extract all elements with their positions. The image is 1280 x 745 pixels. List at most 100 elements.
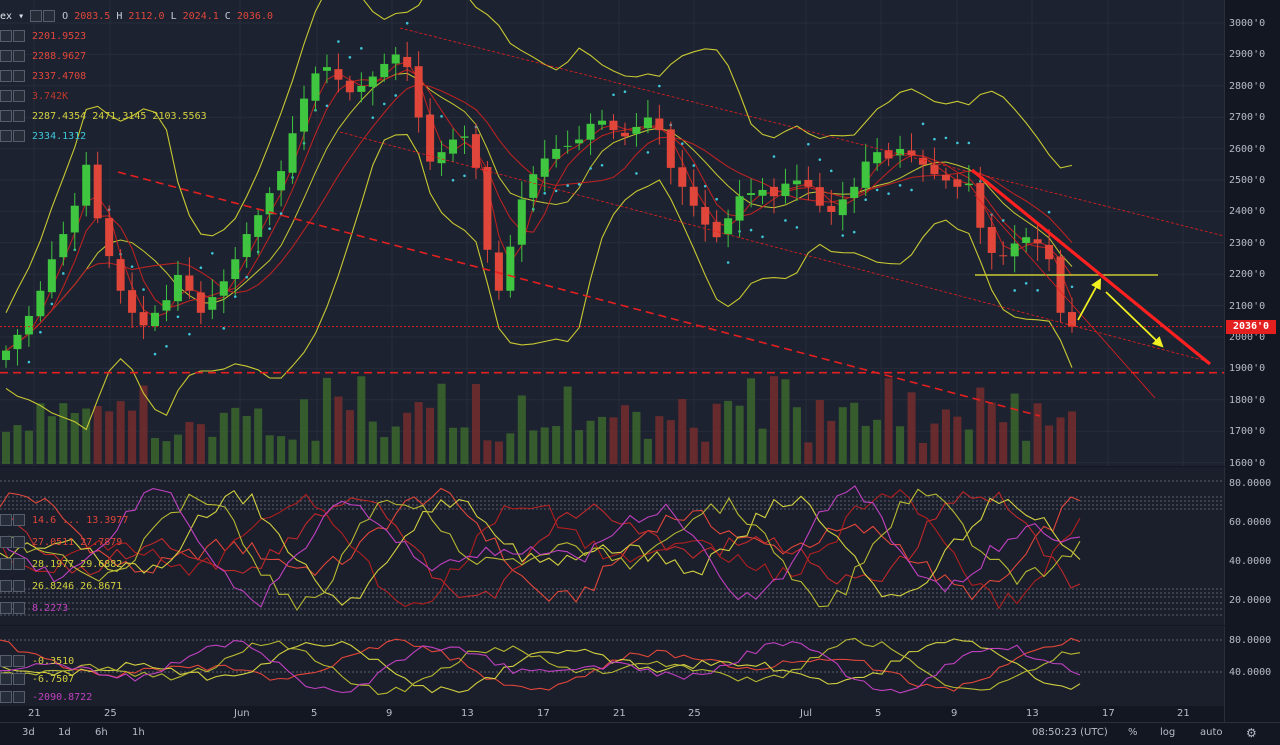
- indicator-settings-button[interactable]: [0, 70, 12, 82]
- volume-bar: [792, 407, 801, 464]
- volume-bar: [59, 403, 68, 464]
- volume-bar: [36, 403, 45, 464]
- parabolic-sar-dot: [807, 142, 810, 146]
- candle-body: [689, 186, 698, 206]
- volume-bar: [1022, 440, 1031, 464]
- candle-body: [712, 221, 721, 238]
- indicator-close-button[interactable]: [13, 673, 25, 685]
- volume-bar: [173, 434, 182, 464]
- oscillator-pane-2[interactable]: [0, 626, 1224, 706]
- indicator-close-button[interactable]: [13, 110, 25, 122]
- oscillator-pane-1[interactable]: [0, 467, 1224, 625]
- oscillator-line: [0, 489, 1081, 606]
- price-axis-label: 2800'0: [1229, 80, 1266, 92]
- log-scale-button[interactable]: log: [1160, 727, 1176, 738]
- oscillator-chart-1[interactable]: [0, 467, 1224, 625]
- indicator-settings-button[interactable]: [0, 514, 12, 526]
- indicator-close-button[interactable]: [13, 536, 25, 548]
- parabolic-sar-dot: [451, 178, 455, 182]
- indicator-settings-button[interactable]: [0, 673, 12, 685]
- parabolic-sar-dot: [944, 136, 948, 140]
- indicator-legend-row[interactable]: 28.1977 29.6882: [0, 558, 122, 570]
- indicator-legend-row[interactable]: 2334.1312: [0, 130, 86, 142]
- candle-body: [1010, 243, 1019, 257]
- indicator-close-button[interactable]: [13, 130, 25, 142]
- indicator-close-button[interactable]: [13, 90, 25, 102]
- parabolic-sar-dot: [39, 330, 42, 334]
- indicator-legend-row[interactable]: 8.2273: [0, 602, 68, 614]
- percent-scale-button[interactable]: %: [1128, 727, 1138, 738]
- volume-bar: [150, 438, 160, 464]
- price-chart[interactable]: [0, 0, 1224, 466]
- indicator-legend-row[interactable]: 26.8246 26.8671: [0, 580, 122, 592]
- indicator-close-button[interactable]: [13, 70, 25, 82]
- indicator-legend-row[interactable]: -2090.8722: [0, 691, 92, 703]
- interval-1h-button[interactable]: 1h: [132, 727, 145, 738]
- indicator-settings-button[interactable]: [0, 110, 12, 122]
- indicator-close-button[interactable]: [13, 30, 25, 42]
- candle-body: [1067, 312, 1077, 327]
- volume-bar: [918, 443, 928, 464]
- volume-bar: [254, 408, 263, 464]
- indicator-legend-row[interactable]: 14.6 ... 13.3977: [0, 514, 128, 526]
- indicator-settings-button[interactable]: [0, 50, 12, 62]
- candle-body: [334, 69, 343, 80]
- osc1-axis[interactable]: 80.0000 60.0000 40.0000 20.0000: [1224, 467, 1280, 625]
- parabolic-sar-dot: [394, 94, 398, 97]
- indicator-settings-button[interactable]: [0, 580, 12, 592]
- interval-6h-button[interactable]: 6h: [95, 727, 108, 738]
- indicator-close-button[interactable]: [13, 602, 25, 614]
- indicator-legend-row[interactable]: 2337.4708: [0, 70, 86, 82]
- candle-body: [82, 164, 91, 206]
- indicator-settings-button[interactable]: [0, 130, 12, 142]
- interval-3d-button[interactable]: 3d: [22, 727, 35, 738]
- legend-close-button[interactable]: [43, 10, 56, 22]
- price-axis[interactable]: 3000'0 2900'0 2800'0 2700'0 2600'0 2500'0 2400…: [1224, 0, 1280, 469]
- osc2-axis[interactable]: 80.0000 40.0000: [1224, 626, 1280, 706]
- parabolic-sar-dot: [245, 275, 249, 279]
- indicator-legend-row[interactable]: 2287.4354 2471.3145 2103.5563: [0, 110, 207, 122]
- indicator-settings-button[interactable]: [0, 536, 12, 548]
- interval-1d-button[interactable]: 1d: [58, 727, 71, 738]
- symbol-dropdown-icon[interactable]: ▾: [12, 11, 31, 22]
- indicator-close-button[interactable]: [13, 50, 25, 62]
- indicator-values: 2201.9523: [26, 31, 87, 42]
- indicator-close-button[interactable]: [13, 655, 25, 667]
- volume-bar: [930, 423, 939, 464]
- indicator-close-button[interactable]: [13, 558, 25, 570]
- indicator-settings-button[interactable]: [0, 90, 12, 102]
- indicator-settings-button[interactable]: [0, 691, 12, 703]
- gear-icon[interactable]: ⚙: [1246, 726, 1257, 740]
- time-axis[interactable]: 21 25 Jun 5 9 13 17 21 25 Jul 5 9 13 17 21: [0, 706, 1224, 722]
- volume-bar: [449, 427, 458, 464]
- parabolic-sar-dot: [62, 272, 65, 275]
- indicator-settings-button[interactable]: [0, 655, 12, 667]
- indicator-legend-row[interactable]: 3.742K: [0, 90, 68, 102]
- indicator-legend-row[interactable]: 2201.9523: [0, 30, 86, 42]
- indicator-settings-button[interactable]: [0, 30, 12, 42]
- price-pane[interactable]: [0, 0, 1224, 466]
- indicator-legend-row[interactable]: 2288.9627: [0, 50, 86, 62]
- indicator-close-button[interactable]: [13, 514, 25, 526]
- volume-bar: [804, 442, 813, 464]
- candle-body: [277, 171, 286, 191]
- legend-settings-button[interactable]: [30, 10, 43, 22]
- indicator-close-button[interactable]: [13, 691, 25, 703]
- time-axis-label: 9: [951, 708, 958, 719]
- price-axis-label: 2900'0: [1229, 49, 1266, 61]
- indicator-close-button[interactable]: [13, 580, 25, 592]
- indicator-legend-row[interactable]: 27.0511 27.7879: [0, 536, 122, 548]
- candle-body: [483, 167, 492, 250]
- parabolic-sar-dot: [130, 265, 134, 268]
- volume-bar: [426, 407, 435, 464]
- auto-scale-button[interactable]: auto: [1200, 727, 1223, 738]
- parabolic-sar-dot: [463, 174, 466, 178]
- indicator-settings-button[interactable]: [0, 558, 12, 570]
- oscillator-chart-2[interactable]: [0, 626, 1224, 706]
- ohlc-legend: ex ▾ O 2083.5 H 2112.0 L 2024.1 C 2036.0: [0, 10, 273, 22]
- symbol-name[interactable]: ex: [0, 11, 13, 22]
- indicator-settings-button[interactable]: [0, 602, 12, 614]
- indicator-legend-row[interactable]: -0.3510: [0, 655, 74, 667]
- clock-readout[interactable]: 08:50:23 (UTC): [1032, 727, 1108, 738]
- indicator-legend-row[interactable]: -6.7507: [0, 673, 74, 685]
